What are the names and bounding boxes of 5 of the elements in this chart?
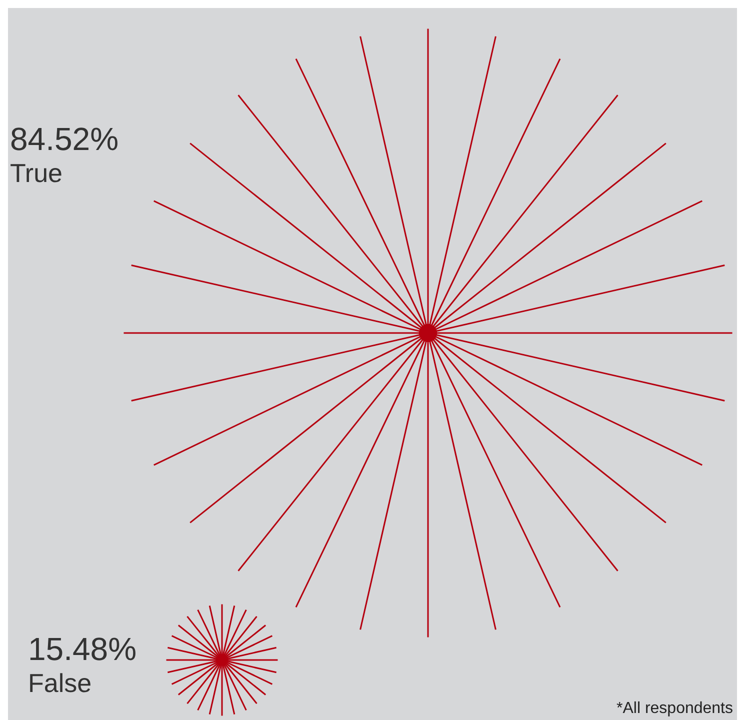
text: *All respondents — [616, 700, 733, 718]
data-label: 15.48% — [28, 630, 137, 668]
category-label: True — [10, 158, 64, 190]
data-label: 84.52% — [10, 120, 119, 158]
category-label: False — [28, 668, 93, 700]
